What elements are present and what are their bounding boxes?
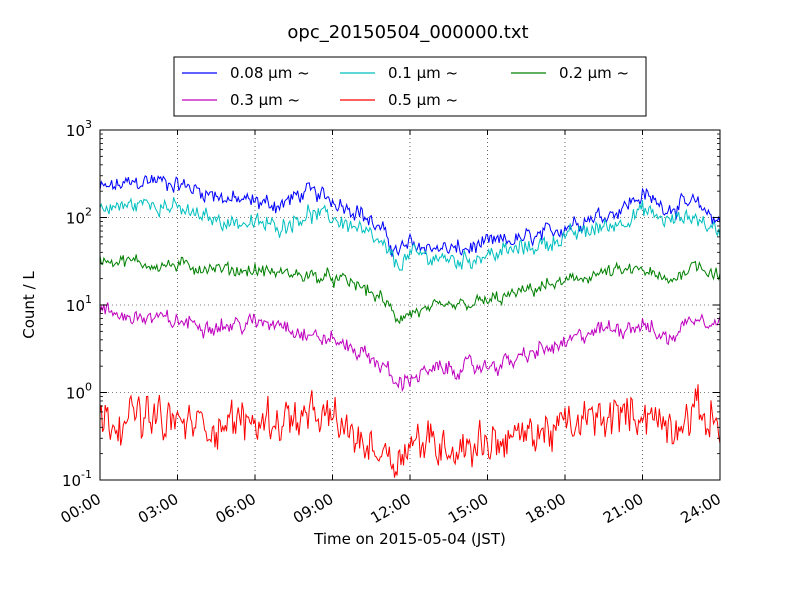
legend-label: 0.08 μm ~ xyxy=(230,64,310,82)
legend-box xyxy=(173,56,647,117)
legend: 0.08 μm ~ 0.1 μm ~ 0.2 μm ~ 0.3 μm ~ 0.5 μm … xyxy=(173,56,647,117)
x-axis-label: Time on 2015-05-04 (JST) xyxy=(313,530,506,548)
legend-label: 0.3 μm ~ xyxy=(230,91,300,109)
grid xyxy=(100,130,720,480)
series-line xyxy=(99,174,721,257)
y-axis-label: Count / L xyxy=(20,271,38,339)
series-layer xyxy=(99,174,721,478)
legend-label: 0.2 μm ~ xyxy=(559,64,629,82)
y-tick-label: 102 xyxy=(66,206,92,228)
series-line xyxy=(99,384,721,478)
chart-title: opc_20150504_000000.txt xyxy=(287,22,528,43)
y-tick-label: 10-1 xyxy=(62,468,92,490)
y-tick-label: 101 xyxy=(66,293,92,315)
legend-label: 0.5 μm ~ xyxy=(388,91,458,109)
ticks xyxy=(99,129,721,481)
y-tick-labels: 10-1 100 101 102 103 xyxy=(62,118,92,490)
series-line xyxy=(99,197,721,271)
plot-area xyxy=(99,129,721,481)
y-tick-label: 103 xyxy=(66,118,92,140)
legend-label: 0.1 μm ~ xyxy=(388,64,458,82)
series-line xyxy=(99,254,721,325)
series-line xyxy=(99,302,721,393)
y-tick-label: 100 xyxy=(66,381,92,403)
